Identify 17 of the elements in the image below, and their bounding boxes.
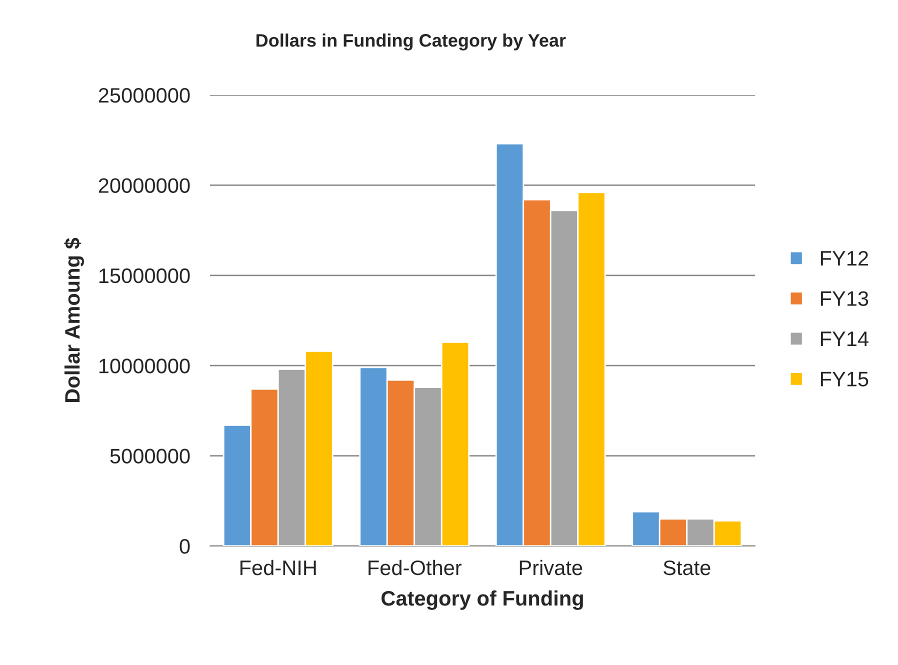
y-tick-label: 15000000 <box>99 268 190 284</box>
chart-title: Dollars in Funding Category by Year <box>256 34 566 50</box>
x-tick-label: Private <box>520 560 582 576</box>
legend-label: FY13 <box>820 291 868 306</box>
legend-label: FY12 <box>820 250 868 266</box>
y-tick-label: 5000000 <box>110 448 190 464</box>
x-axis-title: Category of Funding <box>382 590 583 610</box>
x-tick-label: Fed-NIH <box>240 560 316 576</box>
x-tick-label: State <box>664 560 710 576</box>
y-tick-label: 10000000 <box>99 358 190 374</box>
y-tick-label: 25000000 <box>98 88 190 103</box>
legend-label: FY15 <box>820 372 868 386</box>
legend-label: FY14 <box>820 332 868 346</box>
y-tick-label: 0 <box>180 539 190 554</box>
y-tick-label: 20000000 <box>98 178 190 193</box>
x-tick-label: Fed-Other <box>368 560 462 576</box>
y-axis-title: Dollar Amoung $ <box>64 238 84 402</box>
